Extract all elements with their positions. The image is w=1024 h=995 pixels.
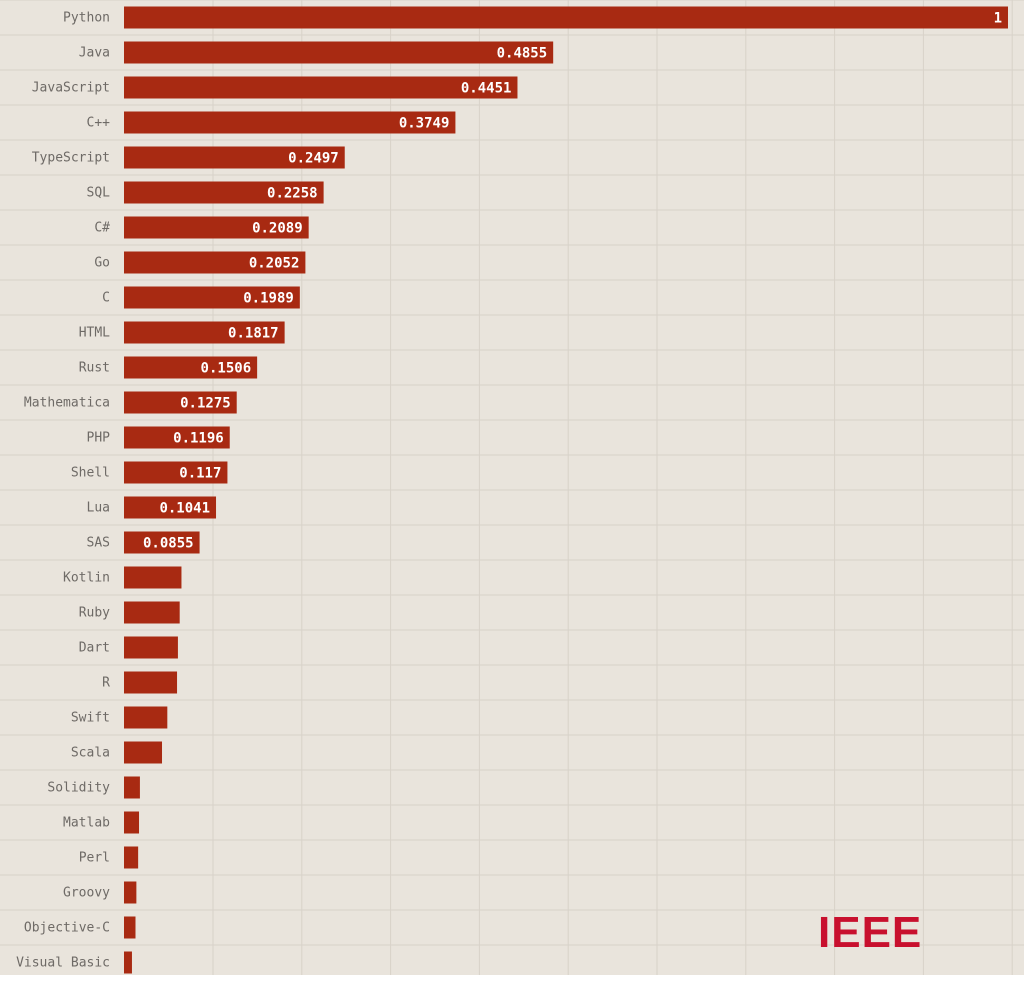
category-label: Rust bbox=[79, 361, 110, 376]
bar bbox=[124, 146, 345, 169]
value-label: 0.3749 bbox=[399, 116, 450, 132]
value-label: 0.1506 bbox=[201, 361, 252, 377]
bar bbox=[124, 6, 1008, 29]
bar bbox=[124, 216, 309, 239]
value-label: 0.1196 bbox=[173, 431, 224, 447]
category-label: Lua bbox=[87, 501, 110, 516]
category-label: SQL bbox=[87, 186, 111, 201]
bar bbox=[124, 111, 456, 134]
value-label: 1 bbox=[994, 11, 1002, 27]
value-label: 0.2497 bbox=[288, 151, 339, 167]
bar bbox=[124, 461, 228, 484]
category-label: Kotlin bbox=[63, 571, 110, 586]
bar bbox=[124, 916, 136, 939]
category-label: Matlab bbox=[63, 816, 110, 831]
bar bbox=[124, 181, 324, 204]
category-label: Shell bbox=[71, 466, 110, 481]
category-label: Mathematica bbox=[24, 396, 110, 411]
bar bbox=[124, 846, 139, 869]
category-label: C# bbox=[94, 221, 110, 236]
bar bbox=[124, 531, 200, 554]
category-label: HTML bbox=[79, 326, 110, 341]
category-label: R bbox=[102, 676, 110, 691]
bar bbox=[124, 356, 258, 379]
bar bbox=[124, 671, 178, 694]
category-label: Swift bbox=[71, 711, 110, 726]
bar bbox=[124, 741, 163, 764]
value-label: 0.1275 bbox=[180, 396, 231, 412]
value-label: 0.1041 bbox=[159, 501, 210, 517]
category-label: C bbox=[102, 291, 110, 306]
ieee-watermark: IEEE bbox=[818, 908, 923, 957]
value-label: 0.4855 bbox=[497, 46, 548, 62]
bar bbox=[124, 251, 306, 274]
bar bbox=[124, 706, 168, 729]
bar bbox=[124, 391, 237, 414]
bar bbox=[124, 566, 182, 589]
bar bbox=[124, 496, 217, 519]
bar bbox=[124, 811, 140, 834]
category-label: Ruby bbox=[79, 606, 110, 621]
category-label: PHP bbox=[87, 431, 111, 446]
value-label: 0.2258 bbox=[267, 186, 318, 202]
value-label: 0.1817 bbox=[228, 326, 279, 342]
category-label: Dart bbox=[79, 641, 110, 656]
bar bbox=[124, 41, 554, 64]
bar bbox=[124, 776, 140, 799]
category-label: Perl bbox=[79, 851, 110, 866]
category-label: Solidity bbox=[47, 781, 110, 796]
value-label: 0.1989 bbox=[243, 291, 294, 307]
bar bbox=[124, 881, 137, 904]
category-label: C++ bbox=[87, 116, 111, 131]
category-label: TypeScript bbox=[32, 151, 110, 166]
category-label: Go bbox=[94, 256, 110, 271]
bar bbox=[124, 321, 285, 344]
chart-area: Python 1 Java 0.4855 JavaScript 0.4451 C++ 0.37… bbox=[0, 0, 1024, 975]
value-label: 0.2089 bbox=[252, 221, 303, 237]
category-label: Java bbox=[79, 46, 110, 61]
bar bbox=[124, 76, 518, 99]
bar-chart: Python 1 Java 0.4855 JavaScript 0.4451 C++ 0.37… bbox=[0, 0, 1024, 975]
category-label: Groovy bbox=[63, 886, 110, 901]
category-label: Objective-C bbox=[24, 921, 110, 936]
bar bbox=[124, 636, 178, 659]
category-label: SAS bbox=[87, 536, 110, 551]
bar bbox=[124, 426, 230, 449]
category-label: Visual Basic bbox=[16, 956, 110, 971]
value-label: 0.4451 bbox=[461, 81, 512, 97]
bar bbox=[124, 951, 132, 974]
value-label: 0.0855 bbox=[143, 536, 194, 552]
value-label: 0.2052 bbox=[249, 256, 300, 272]
value-label: 0.117 bbox=[179, 466, 221, 482]
category-label: Scala bbox=[71, 746, 110, 761]
bar bbox=[124, 286, 300, 309]
category-label: Python bbox=[63, 11, 110, 26]
category-label: JavaScript bbox=[32, 81, 110, 96]
bar bbox=[124, 601, 180, 624]
